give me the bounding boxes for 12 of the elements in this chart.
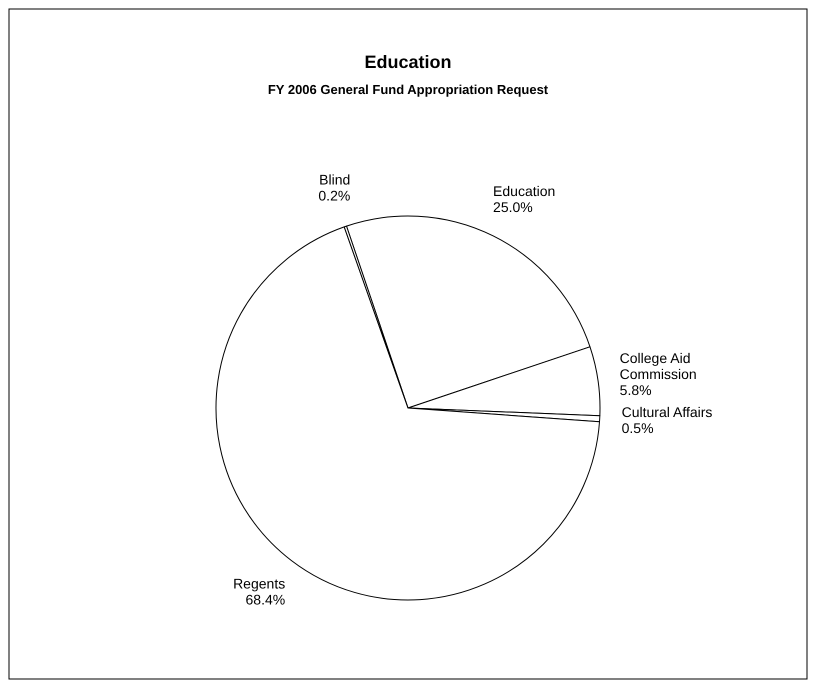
slice-label: Regents (233, 575, 286, 592)
data-label: 0.5% (622, 420, 654, 436)
chart-subtitle: FY 2006 General Fund Appropriation Request (268, 82, 549, 97)
data-label: 0.2% (318, 188, 350, 204)
data-label: 5.8% (620, 382, 652, 398)
slice-label: Cultural Affairs (622, 404, 712, 420)
slice-label: Education (493, 183, 556, 200)
chart-title: Education (364, 52, 452, 72)
slice-label: Blind (319, 172, 350, 188)
data-label: 25.0% (493, 199, 533, 216)
slice-label: College Aid Commission (620, 350, 697, 382)
data-label: 68.4% (246, 591, 286, 608)
